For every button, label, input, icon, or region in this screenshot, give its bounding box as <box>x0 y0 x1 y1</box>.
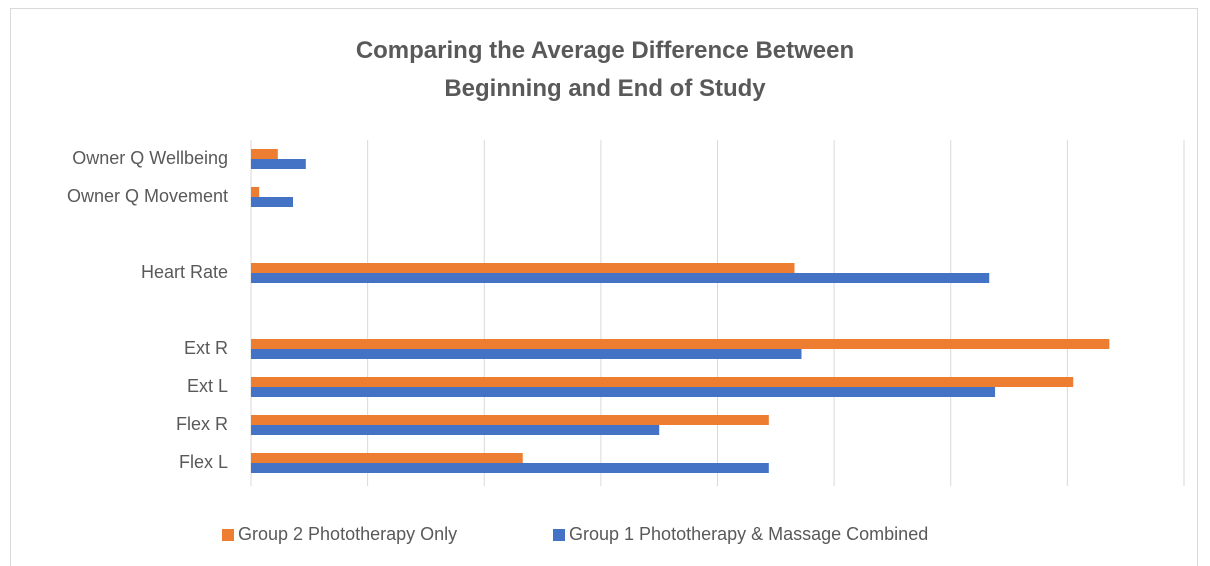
bar <box>251 149 278 159</box>
y-tick-label: Heart Rate <box>141 262 228 282</box>
bar <box>251 263 795 273</box>
y-tick-label: Owner Q Movement <box>67 186 228 206</box>
bar <box>251 387 996 397</box>
legend-label: Group 1 Phototherapy & Massage Combined <box>569 524 928 544</box>
bar <box>251 463 769 473</box>
legend-swatch <box>222 529 234 541</box>
legend-label: Group 2 Phototherapy Only <box>238 524 457 544</box>
bar <box>251 197 293 207</box>
y-tick-label: Ext L <box>187 376 228 396</box>
y-tick-label: Owner Q Wellbeing <box>72 148 228 168</box>
bar <box>251 453 523 463</box>
bar <box>251 377 1074 387</box>
y-tick-label: Ext R <box>184 338 228 358</box>
y-tick-label: Flex L <box>179 452 228 472</box>
y-tick-label: Flex R <box>176 414 228 434</box>
chart-frame <box>10 8 1198 566</box>
bar <box>251 425 660 435</box>
legend-swatch <box>553 529 565 541</box>
bar <box>251 339 1110 349</box>
chart-title: Comparing the Average Difference Between… <box>355 37 855 102</box>
bar <box>251 187 260 197</box>
bar <box>251 415 769 425</box>
bar <box>251 349 802 359</box>
bar <box>251 159 306 169</box>
bar <box>251 273 990 283</box>
